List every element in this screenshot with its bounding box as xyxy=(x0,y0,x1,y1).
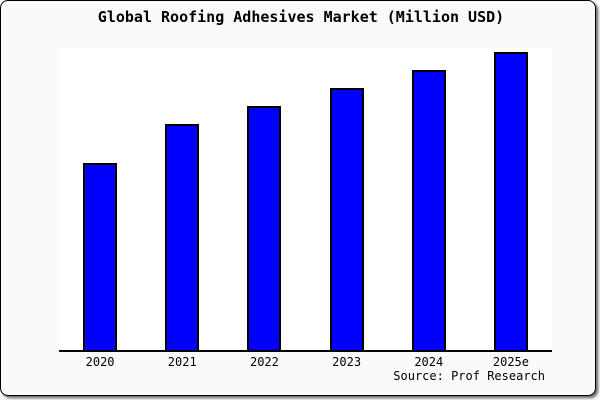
bar-slot-2021 xyxy=(141,48,223,352)
bar-2022 xyxy=(247,106,282,352)
x-axis-labels: 2020 2021 2022 2023 2024 2025e xyxy=(59,355,552,369)
bar-slot-2022 xyxy=(223,48,305,352)
bar-2020 xyxy=(83,163,118,352)
x-axis-label-2022: 2022 xyxy=(249,355,279,369)
x-axis-label-2023: 2023 xyxy=(332,355,362,369)
x-axis-label-2021: 2021 xyxy=(167,355,197,369)
source-credit: Source: Prof Research xyxy=(393,369,545,383)
plot-area xyxy=(59,48,552,352)
bar-2024 xyxy=(411,70,446,352)
bar-2021 xyxy=(165,124,200,352)
bar-slot-2023 xyxy=(306,48,388,352)
bar-2023 xyxy=(329,88,364,352)
bar-slot-2024 xyxy=(388,48,470,352)
bar-2025e xyxy=(493,52,528,352)
bars-layer xyxy=(59,48,552,352)
chart-title: Global Roofing Adhesives Market (Million… xyxy=(97,8,505,26)
bar-slot-2020 xyxy=(59,48,141,352)
x-axis-label-2020: 2020 xyxy=(85,355,115,369)
x-axis-label-2025e: 2025e xyxy=(492,355,529,369)
bar-slot-2025e xyxy=(470,48,552,352)
x-axis-label-2024: 2024 xyxy=(414,355,444,369)
x-axis-line xyxy=(59,350,552,352)
